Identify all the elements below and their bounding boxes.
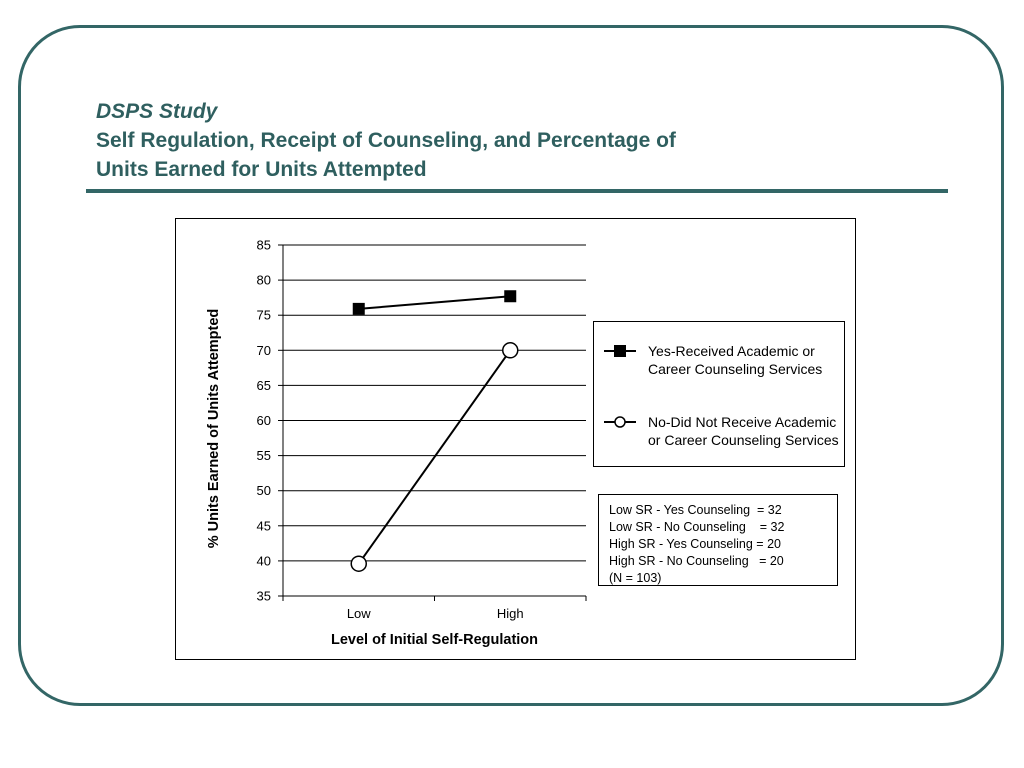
title-line-2: Self Regulation, Receipt of Counseling, … bbox=[96, 129, 676, 152]
slide-frame bbox=[18, 25, 1004, 706]
x-axis-title: Level of Initial Self-Regulation bbox=[331, 632, 538, 648]
series-line-yes bbox=[358, 295, 511, 310]
chart-container: 35 40 45 50 55 60 65 70 75 80 85 Low High Level of In… bbox=[175, 218, 856, 660]
sample-size-line: Low SR - No Counseling = 32 bbox=[609, 520, 785, 534]
legend: Yes-Received Academic or Career Counseli… bbox=[593, 321, 845, 467]
data-point-circle bbox=[502, 342, 519, 359]
data-point-circle bbox=[350, 555, 367, 572]
title-line-3: Units Earned for Units Attempted bbox=[96, 158, 427, 181]
slide-title: DSPS Study Self Regulation, Receipt of C… bbox=[96, 97, 956, 184]
chart-svg: 35 40 45 50 55 60 65 70 75 80 85 Low High Level of In… bbox=[206, 238, 587, 648]
sample-size-line: High SR - No Counseling = 20 bbox=[609, 554, 784, 568]
y-tick-label: 50 bbox=[257, 483, 271, 498]
sample-size-line: Low SR - Yes Counseling = 32 bbox=[609, 503, 782, 517]
y-tick-label: 75 bbox=[257, 308, 271, 323]
title-line-1: DSPS Study bbox=[96, 100, 218, 123]
legend-label-no: No-Did Not Receive Academic or Career Co… bbox=[648, 414, 839, 448]
y-tick-label: 45 bbox=[257, 518, 271, 533]
sample-size-line: High SR - Yes Counseling = 20 bbox=[609, 537, 781, 551]
data-point-square bbox=[504, 290, 517, 303]
sample-size-line: (N = 103) bbox=[609, 571, 662, 585]
legend-marker-circle bbox=[604, 416, 636, 428]
y-tick-label: 40 bbox=[257, 553, 271, 568]
y-tick-label: 80 bbox=[257, 273, 271, 288]
data-point-square bbox=[352, 302, 365, 315]
y-tick-label: 60 bbox=[257, 413, 271, 428]
series-line-no bbox=[357, 349, 512, 565]
legend-label-yes: Yes-Received Academic or Career Counseli… bbox=[648, 343, 823, 377]
y-tick-label: 35 bbox=[257, 589, 271, 604]
y-tick-label: 85 bbox=[257, 238, 271, 253]
title-rule bbox=[86, 189, 948, 193]
y-axis-title: % Units Earned of Units Attempted bbox=[206, 309, 222, 549]
y-tick-label: 55 bbox=[257, 448, 271, 463]
x-tick-label: Low bbox=[347, 606, 371, 621]
y-tick-label: 65 bbox=[257, 378, 271, 393]
legend-marker-square bbox=[604, 345, 636, 357]
y-tick-label: 70 bbox=[257, 343, 271, 358]
x-tick-label: High bbox=[497, 606, 524, 621]
sample-size-box: Low SR - Yes Counseling = 32 Low SR - No… bbox=[598, 494, 838, 586]
